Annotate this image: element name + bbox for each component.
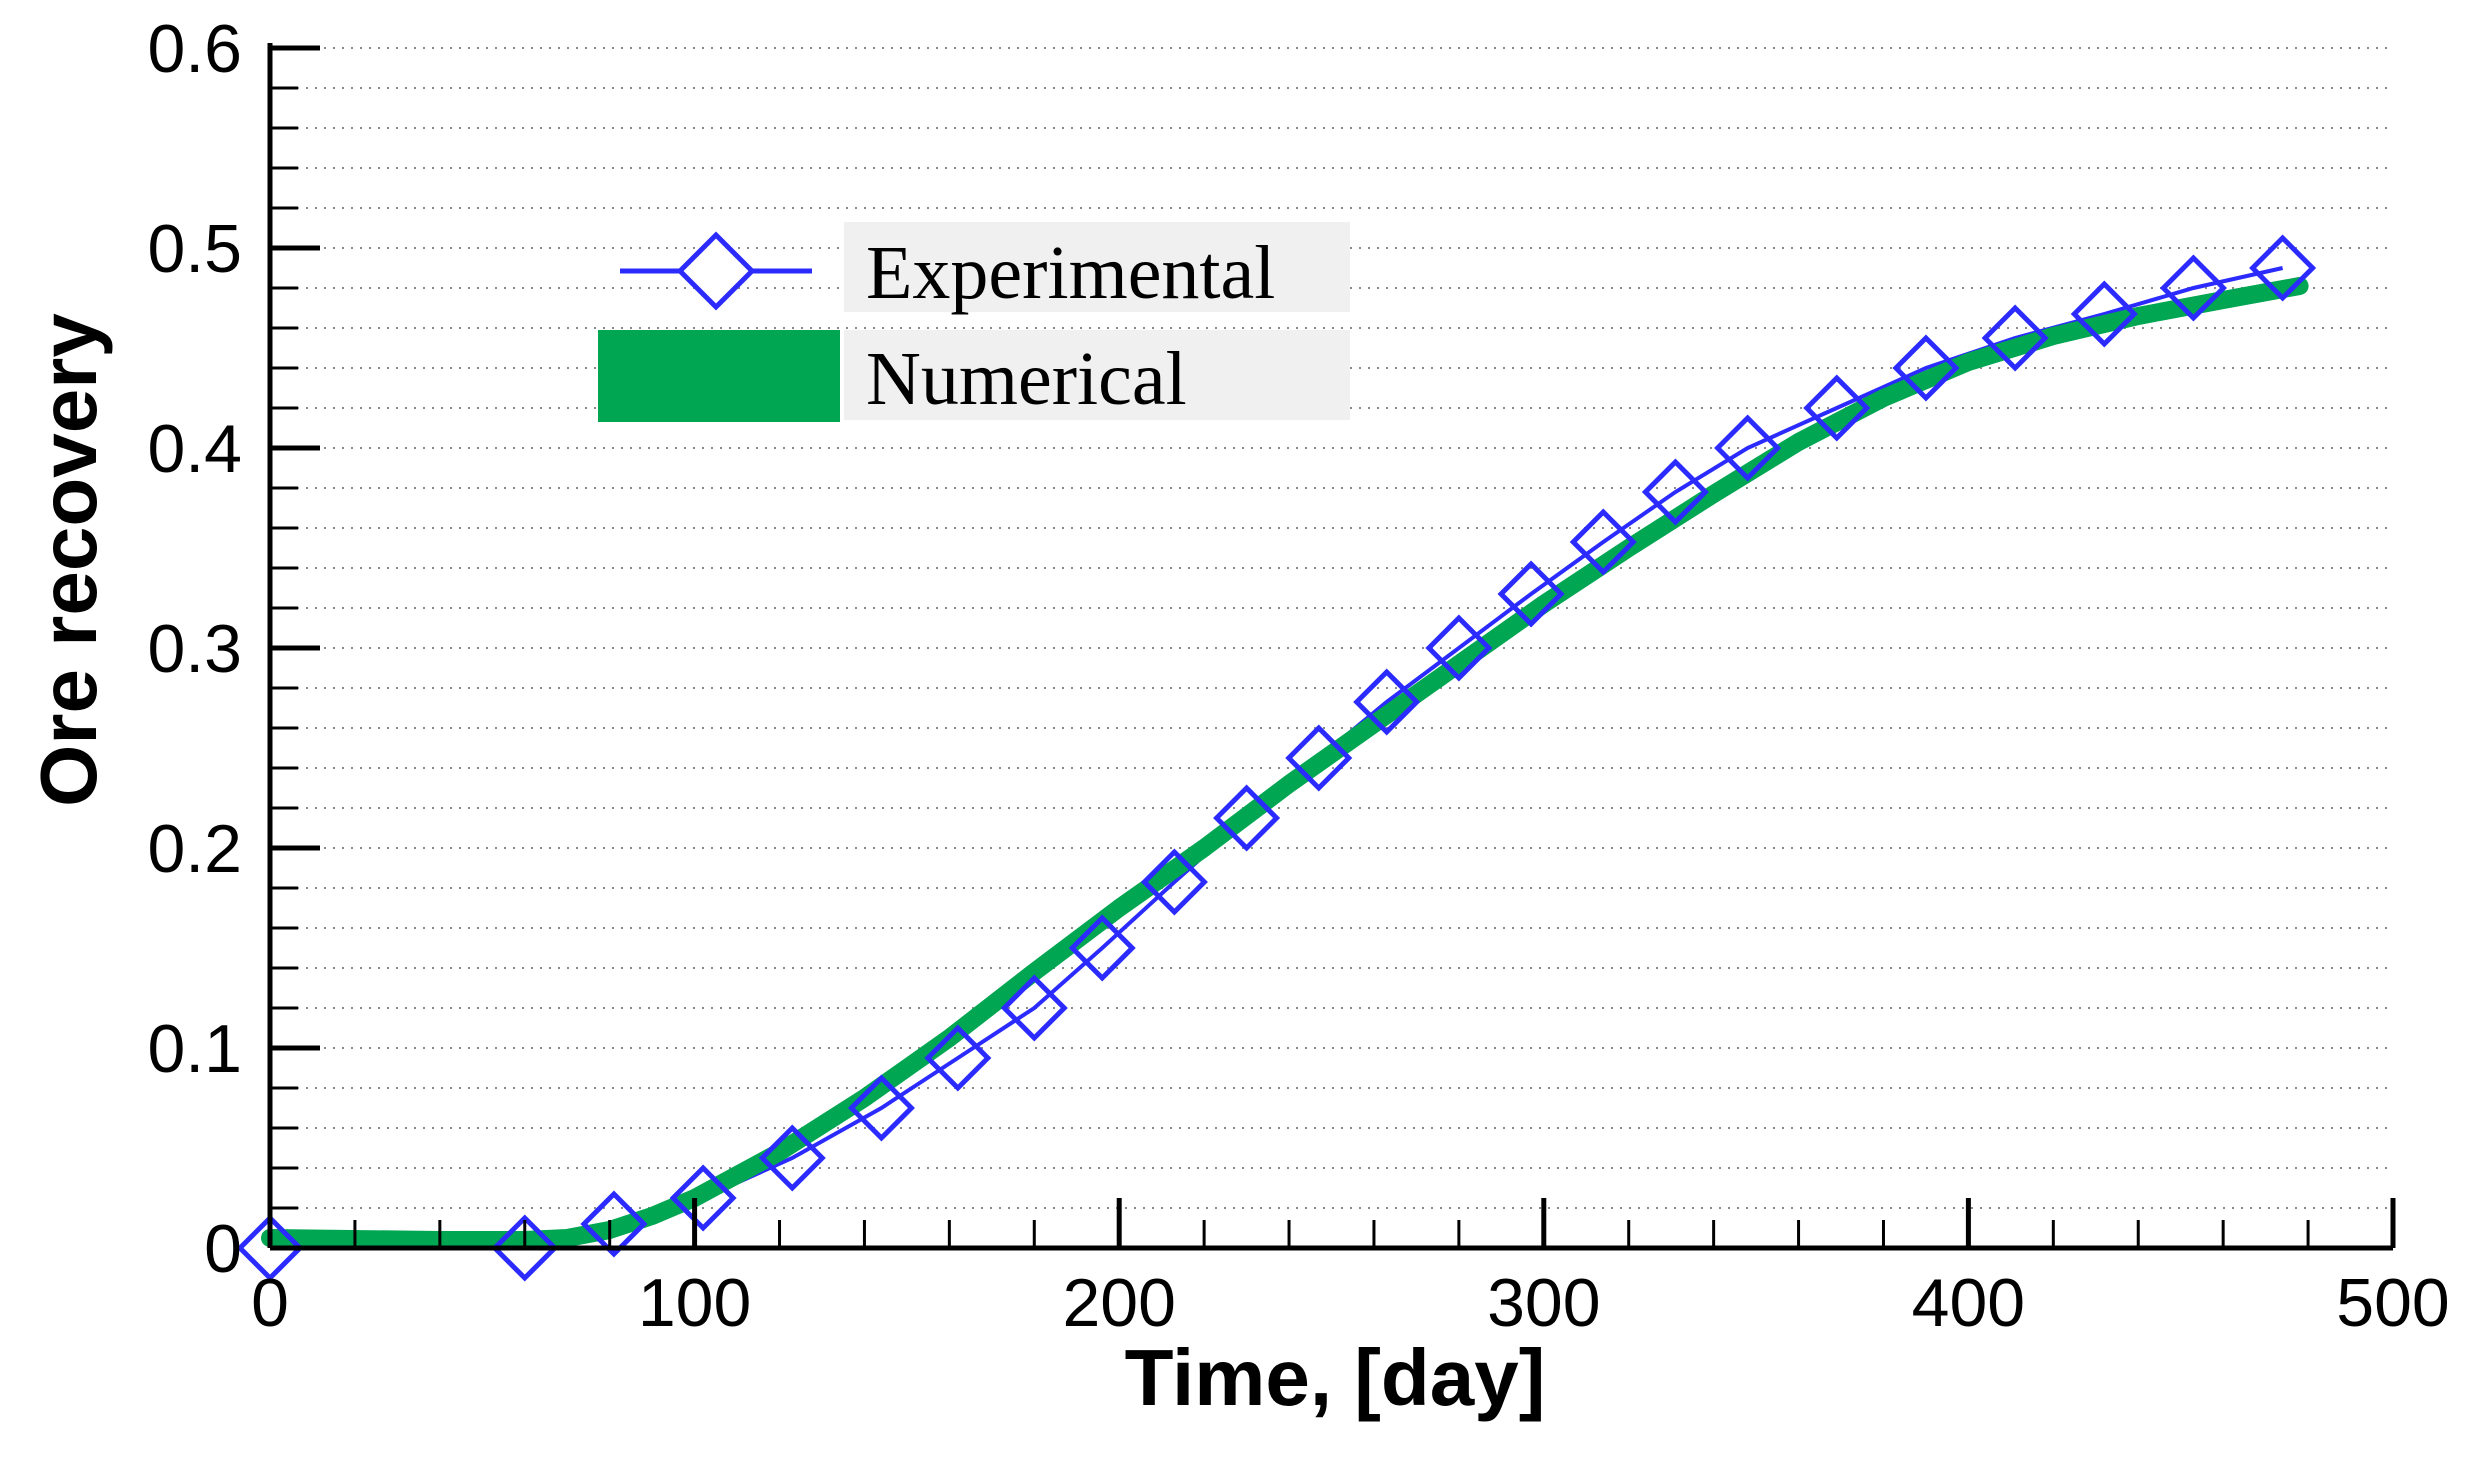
y-tick-label: 0.6 [147,11,242,87]
legend-box-experimental [844,222,1350,312]
experimental-point [491,1214,559,1282]
x-tick-label: 300 [1487,1265,1600,1341]
legend-box-numerical [844,330,1350,420]
experimental-point [2070,280,2138,348]
experimental-point [1497,560,1565,628]
experimental-point [1000,974,1068,1042]
y-tick-label: 0.1 [147,1011,242,1087]
experimental-point [2249,234,2317,302]
numerical-series-line [261,277,2309,1249]
series-layer [236,234,2317,1282]
legend-experimental-marker [676,231,756,311]
y-axis-title: Ore recovery [24,313,113,807]
experimental-point [1068,914,1136,982]
ticks [267,45,2396,1251]
legend-label-numerical: Numerical [866,337,1187,421]
experimental-point [1714,414,1782,482]
experimental-point [1569,508,1637,576]
experimental-point [1892,334,1960,402]
experimental-point [236,1214,304,1282]
y-tick-label: 0.3 [147,611,242,687]
legend-numerical-swatch [598,330,840,422]
y-tick-label: 0 [204,1211,242,1287]
x-axis-title: Time, [day] [1125,1333,1546,1422]
experimental-point [1981,304,2049,372]
experimental-point [847,1074,915,1142]
experimental-point [758,1124,826,1192]
x-tick-label: 500 [2336,1265,2449,1341]
x-tick-label: 200 [1062,1265,1175,1341]
experimental-point [1213,784,1281,852]
experimental-point [2159,254,2227,322]
experimental-point [1353,668,1421,736]
legend: Experimental Numerical [598,222,1350,422]
experimental-point [1425,614,1493,682]
x-tick-label: 0 [251,1265,289,1341]
x-tick-label: 100 [638,1265,751,1341]
experimental-point [1641,458,1709,526]
experimental-point [669,1164,737,1232]
tick-labels: 0 0.1 0.2 0.3 0.4 0.5 0.6 0 100 200 300 400 500 [147,11,2449,1341]
experimental-point [580,1190,648,1258]
experimental-point [1803,374,1871,442]
y-tick-label: 0.5 [147,211,242,287]
experimental-point [924,1024,992,1092]
y-tick-label: 0.4 [147,411,242,487]
x-tick-label: 400 [1912,1265,2025,1341]
experimental-point [1140,848,1208,916]
experimental-point [1285,724,1353,792]
y-tick-label: 0.2 [147,811,242,887]
legend-label-experimental: Experimental [866,231,1275,315]
